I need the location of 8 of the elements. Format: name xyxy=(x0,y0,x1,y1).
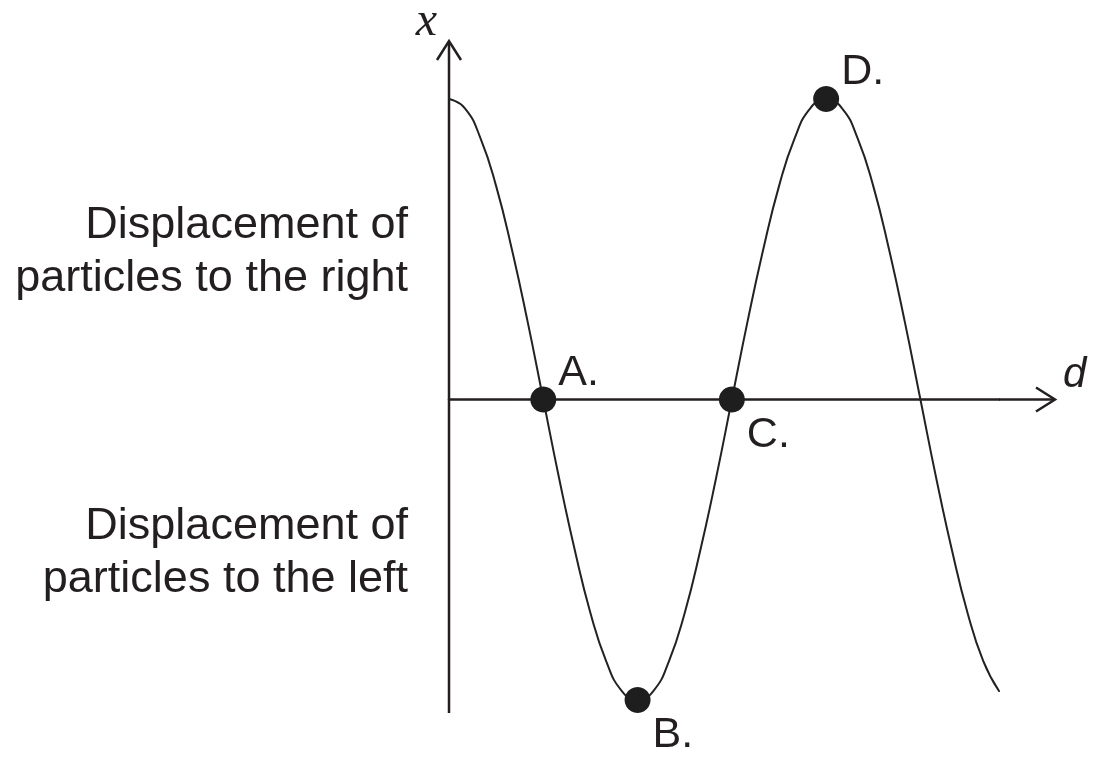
text: D. xyxy=(841,44,885,93)
annotation: C. xyxy=(746,407,790,456)
x-axis-title: d xyxy=(1063,349,1088,397)
text: Displacement of particles to the left xyxy=(41,496,408,603)
text: B. xyxy=(652,708,694,757)
text: Displacement of particles to the right xyxy=(14,196,408,303)
annotation: A. xyxy=(558,345,599,394)
y-axis-title: x xyxy=(414,0,437,45)
